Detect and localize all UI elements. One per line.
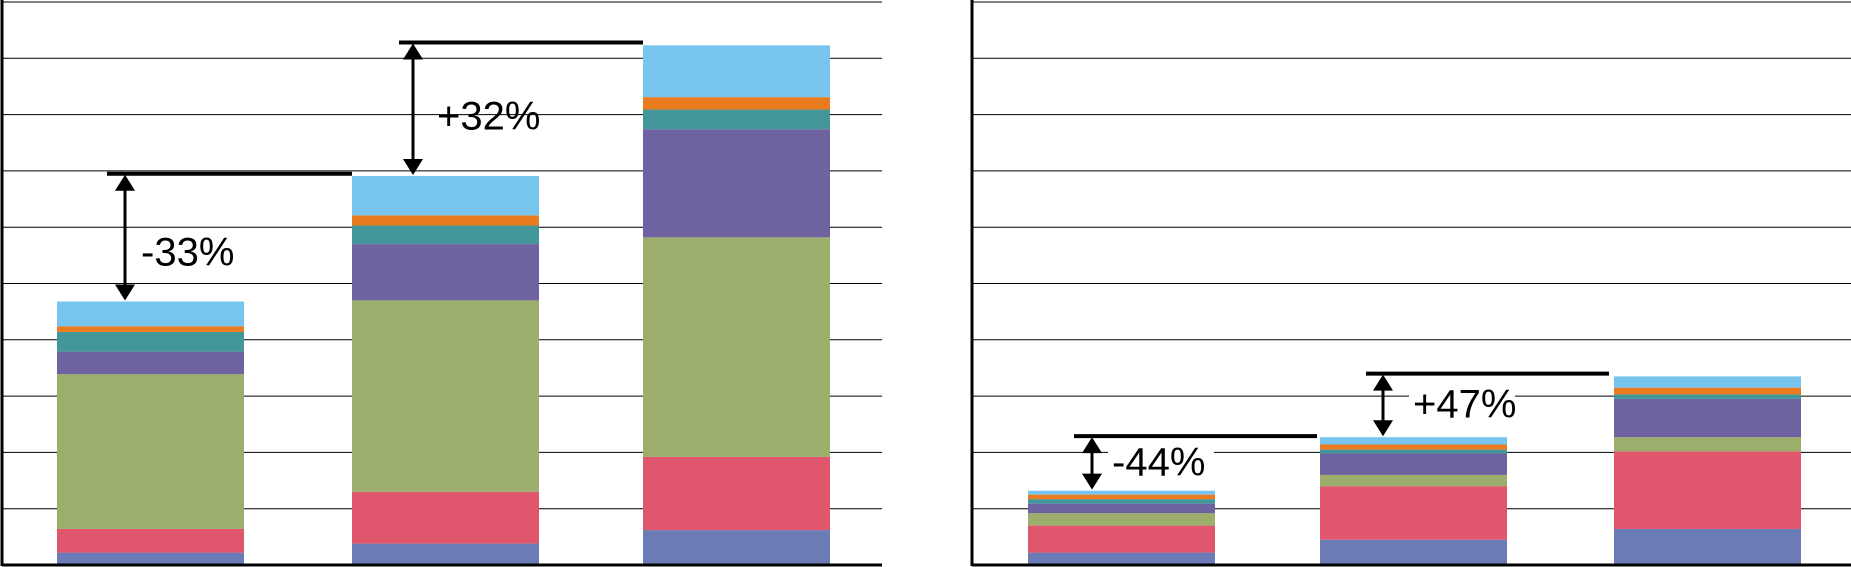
annotation-label-background-2: [1409, 383, 1515, 426]
bar-1-segment-5: [57, 331, 244, 352]
bar-3-segment-2: [1614, 451, 1801, 529]
annotation-arrow-head-down-2: [1373, 420, 1393, 437]
bar-2-segment-1: [1320, 539, 1507, 565]
annotation-arrow-head-down-1: [1082, 473, 1102, 490]
bar-2-segment-3: [1320, 474, 1507, 487]
annotation-arrow-head-up-2: [1373, 374, 1393, 391]
annotation-arrow-head-down-2: [403, 158, 423, 175]
bar-1-segment-1: [1028, 552, 1215, 565]
bar-3-segment-4: [643, 129, 830, 238]
bar-1-segment-4: [1028, 503, 1215, 514]
bar-2-segment-6: [352, 215, 539, 226]
bar-3-segment-2: [643, 456, 830, 531]
bar-2-segment-7: [352, 175, 539, 216]
annotation-arrow-head-up-2: [403, 43, 423, 60]
bar-3-segment-1: [1614, 528, 1801, 565]
bar-1-segment-6: [57, 326, 244, 332]
bar-2-segment-3: [352, 300, 539, 492]
bar-2-segment-6: [1320, 444, 1507, 450]
chart-panel-2: -44% +47%: [970, 0, 1851, 567]
annotation-label-1: -33%: [141, 231, 234, 275]
bar-2-segment-2: [1320, 486, 1507, 540]
bar-3-segment-1: [643, 530, 830, 565]
bar-2-segment-7: [1320, 437, 1507, 445]
annotation-label-background-1: [1108, 441, 1214, 484]
bar-3-segment-6: [643, 97, 830, 110]
bar-1-segment-7: [57, 301, 244, 327]
bar-1-segment-6: [1028, 494, 1215, 500]
annotation-arrow-head-up-1: [1082, 437, 1102, 454]
bar-3-segment-5: [1614, 394, 1801, 399]
bar-2-segment-4: [352, 244, 539, 301]
bar-2-segment-5: [1320, 449, 1507, 454]
bar-3-segment-3: [643, 237, 830, 457]
bar-3-segment-4: [1614, 398, 1801, 438]
bar-1-segment-3: [57, 374, 244, 529]
bar-3-segment-5: [643, 109, 830, 130]
bar-2-segment-1: [352, 543, 539, 565]
bar-1-segment-7: [1028, 490, 1215, 495]
annotation-label-1: -44%: [1112, 440, 1205, 484]
bar-1-segment-1: [57, 552, 244, 565]
bar-1-segment-5: [1028, 499, 1215, 504]
bar-2-segment-2: [352, 491, 539, 544]
bar-1-segment-2: [57, 528, 244, 553]
bar-3-segment-7: [643, 45, 830, 98]
annotation-label-2: +32%: [437, 94, 540, 138]
annotation-arrow-head-up-1: [115, 174, 135, 191]
bar-2-segment-4: [1320, 453, 1507, 475]
bar-3-segment-3: [1614, 437, 1801, 452]
annotation-label-2: +47%: [1413, 382, 1516, 426]
bar-1-segment-4: [57, 351, 244, 375]
bar-1-segment-3: [1028, 513, 1215, 526]
bar-1-segment-2: [1028, 525, 1215, 553]
chart-panel-1: -33% +32%: [0, 0, 882, 567]
bar-2-segment-5: [352, 225, 539, 245]
bar-3-segment-7: [1614, 376, 1801, 388]
annotation-arrow-head-down-1: [115, 284, 135, 301]
bar-3-segment-6: [1614, 387, 1801, 395]
